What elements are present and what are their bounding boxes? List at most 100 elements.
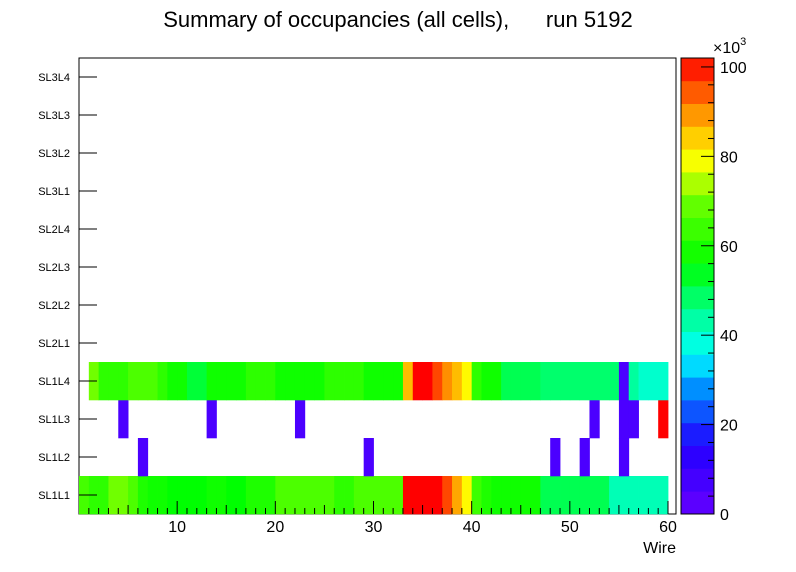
color-scale-tick-label: 20	[720, 418, 738, 435]
heatmap-cell	[658, 476, 669, 515]
color-scale-band	[681, 354, 714, 378]
color-scale-axis: 0 20 40 60 80 100	[701, 60, 747, 524]
y-axis: SL1L1 SL1L2 SL1L3 SL1L4 SL2L1 SL2L2 SL2L3 SL2L4…	[38, 72, 97, 502]
y-category-label: SL2L2	[38, 300, 70, 312]
heatmap-cell	[412, 476, 423, 515]
heatmap-cell	[344, 362, 355, 401]
multiplier-base: ×10	[713, 40, 740, 57]
color-scale-frame	[680, 57, 715, 515]
heatmap-cell	[618, 362, 630, 401]
color-scale-band	[681, 263, 714, 287]
heatmap-cell	[501, 476, 512, 515]
color-scale	[680, 57, 715, 515]
heatmap-cell	[108, 476, 119, 515]
chart-title: Summary of occupancies (all cells), run …	[163, 7, 633, 32]
heatmap-cell	[137, 438, 149, 477]
heatmap-cell	[560, 476, 571, 515]
color-scale-band	[681, 286, 714, 310]
heatmap-cell	[98, 476, 109, 515]
heatmap-cell	[658, 400, 669, 439]
color-scale-tick-label: 60	[720, 239, 738, 256]
x-axis-title: Wire	[643, 540, 676, 557]
heatmap-cell	[609, 362, 620, 401]
heatmap-cell	[285, 476, 296, 515]
heatmap-cell	[157, 362, 168, 401]
heatmap-cell	[520, 362, 531, 401]
heatmap-cell	[334, 362, 345, 401]
heatmap-cell	[648, 476, 659, 515]
heatmap-cell	[422, 476, 433, 515]
heatmap-cell	[412, 362, 423, 401]
heatmap-cell	[98, 362, 109, 401]
heatmap-cell	[628, 362, 639, 401]
heatmap-cell	[334, 476, 345, 515]
heatmap-cell	[363, 362, 374, 401]
x-tick-label: 10	[168, 519, 186, 536]
heatmap-cell	[540, 362, 551, 401]
color-scale-band	[681, 217, 714, 241]
heatmap-cell	[530, 362, 541, 401]
heatmap-cell	[275, 476, 286, 515]
color-scale-tick-label: 0	[720, 507, 729, 524]
heatmap-cell	[432, 476, 443, 515]
color-scale-band	[681, 126, 714, 150]
heatmap-cell	[118, 400, 129, 439]
y-category-label: SL2L1	[38, 338, 70, 350]
multiplier-exponent: 3	[740, 36, 746, 48]
x-tick-label: 40	[463, 519, 481, 536]
heatmap-cell	[510, 362, 522, 401]
heatmap-cell	[314, 476, 325, 515]
y-category-label: SL3L4	[38, 72, 70, 84]
color-scale-multiplier: ×103	[713, 36, 746, 57]
heatmap-cell	[618, 476, 630, 515]
color-scale-band	[681, 308, 714, 332]
heatmap-cell	[442, 476, 453, 515]
color-scale-tick-label: 80	[720, 149, 738, 166]
heatmap-cell	[569, 362, 581, 401]
heatmap-cell	[638, 362, 649, 401]
heatmap-cell	[510, 476, 522, 515]
heatmap-cell	[579, 362, 590, 401]
heatmap-cell	[491, 476, 502, 515]
heatmap-cell	[402, 476, 414, 515]
heatmap-cell	[461, 476, 473, 515]
x-tick-label: 50	[561, 519, 579, 536]
heatmap-cell	[363, 476, 374, 515]
heatmap-cell	[344, 476, 355, 515]
heatmap-cell	[363, 438, 374, 477]
color-scale-band	[681, 240, 714, 264]
heatmap-cell	[324, 476, 335, 515]
heatmap-cell	[628, 476, 639, 515]
heatmap-cell	[579, 476, 590, 515]
color-scale-tick-label: 40	[720, 328, 738, 345]
heatmap-cell	[481, 476, 492, 515]
heatmap-cell	[294, 476, 306, 515]
color-scale-band	[681, 400, 714, 424]
heatmap-cell	[304, 362, 315, 401]
heatmap-cell	[108, 362, 119, 401]
heatmap-cell	[638, 476, 649, 515]
heatmap-cell	[324, 362, 335, 401]
heatmap-cell	[147, 362, 158, 401]
color-scale-band	[681, 194, 714, 218]
heatmap-cell	[471, 362, 482, 401]
heatmap-cell	[128, 362, 139, 401]
heatmap-cell	[206, 362, 217, 401]
heatmap-cell	[461, 362, 473, 401]
heatmap-cell	[285, 362, 296, 401]
color-scale-tick-label: 100	[720, 60, 747, 77]
heatmap-cell	[579, 438, 590, 477]
heatmap-cell	[618, 438, 630, 477]
heatmap-cell	[530, 476, 541, 515]
heatmap-cell	[177, 476, 188, 515]
heatmap-cell	[236, 362, 247, 401]
heatmap-cell	[167, 362, 178, 401]
heatmap-cell	[540, 476, 551, 515]
heatmap-cell	[569, 476, 581, 515]
heatmap-cell	[599, 476, 610, 515]
heatmap-cell	[452, 362, 463, 401]
color-scale-band	[681, 331, 714, 355]
heatmap-cell	[255, 362, 266, 401]
heatmap-cell	[157, 476, 168, 515]
